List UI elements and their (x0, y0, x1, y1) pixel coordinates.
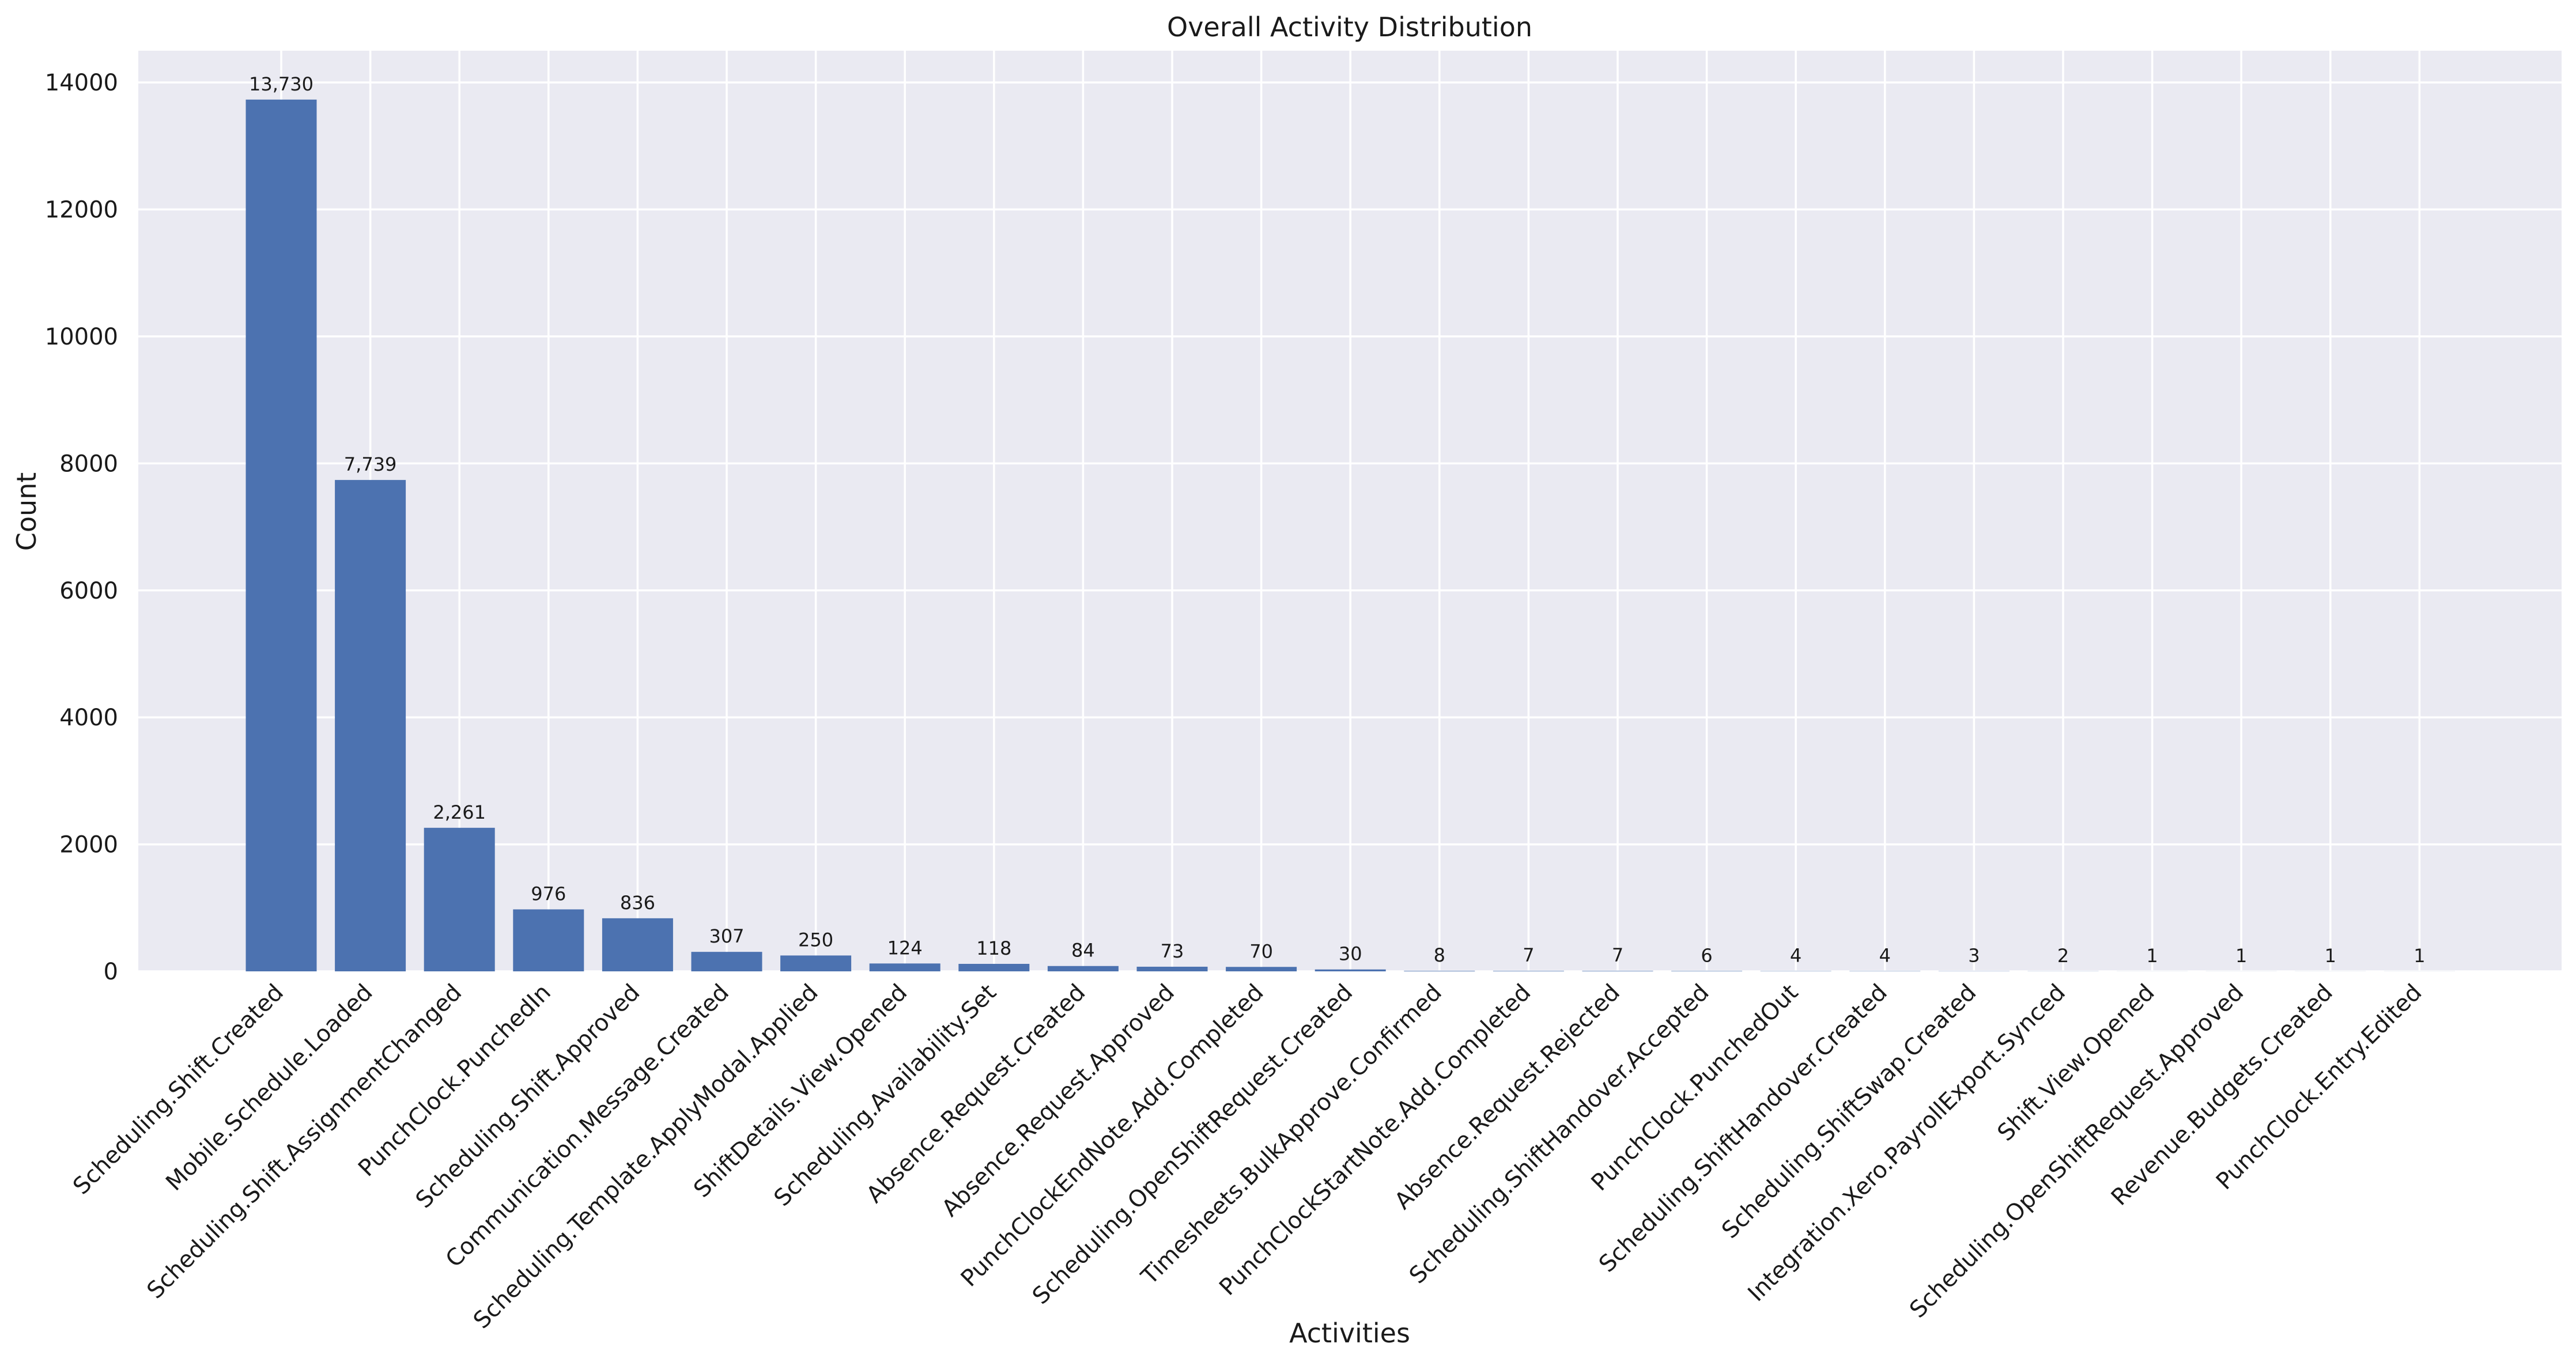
y-tick-label: 4000 (59, 705, 118, 731)
y-tick-label: 2000 (59, 832, 118, 858)
bar (513, 909, 584, 971)
bar-value-label: 118 (976, 937, 1011, 959)
bar (958, 964, 1029, 971)
bar-value-label: 4 (1790, 945, 1801, 967)
x-tick-label: Scheduling.OpenShiftRequest.Created (1028, 979, 1358, 1310)
y-axis-ticks: 0 2000 4000 6000 8000 10000 12000 14000 (45, 70, 118, 985)
bar (246, 100, 317, 971)
bar-value-label: 2,261 (433, 801, 486, 823)
bar-value-label: 30 (1339, 943, 1362, 965)
bar-value-label: 7,739 (344, 453, 397, 475)
y-tick-label: 8000 (59, 451, 118, 477)
bar (335, 480, 406, 971)
x-tick-label: Scheduling.OpenShiftRequest.Approved (1905, 979, 2249, 1323)
y-tick-label: 14000 (45, 70, 118, 96)
bar-value-label: 836 (620, 892, 655, 914)
bar (870, 963, 940, 971)
bar-value-label: 70 (1249, 940, 1273, 962)
bar-value-label: 7 (1612, 944, 1623, 966)
bar-value-label: 1 (2146, 945, 2158, 967)
y-tick-label: 6000 (59, 578, 118, 604)
bar-value-label: 976 (531, 883, 566, 905)
bar-value-label: 7 (1523, 944, 1534, 966)
bar-value-label: 4 (1879, 945, 1891, 967)
bar (1137, 967, 1208, 971)
y-tick-label: 10000 (45, 324, 118, 350)
x-axis-ticks: Scheduling.Shift.CreatedMobile.Schedule.… (68, 979, 2427, 1334)
x-tick-label: Timesheets.BulkApprove.Confirmed (1136, 979, 1447, 1291)
x-axis-title: Activities (1289, 1318, 1410, 1349)
x-tick-label: PunchClockEndNote.Add.Completed (956, 979, 1269, 1292)
bar (1315, 970, 1386, 971)
x-tick-label: Scheduling.Template.ApplyModal.Applied (469, 979, 824, 1334)
bar (424, 828, 495, 971)
bar-value-label: 73 (1161, 940, 1184, 962)
bar-value-label: 124 (887, 937, 923, 959)
bar-value-label: 1 (2325, 945, 2336, 967)
bar-value-label: 307 (709, 925, 744, 947)
x-tick-label: Scheduling.Shift.AssignmentChanged (142, 979, 467, 1304)
bar (780, 955, 851, 971)
y-tick-label: 0 (104, 959, 118, 985)
bar (1048, 966, 1119, 971)
bar-value-label: 1 (2235, 945, 2247, 967)
bar-value-label: 84 (1071, 940, 1095, 962)
bar-value-label: 250 (798, 929, 833, 951)
bar (1226, 967, 1297, 971)
bar-value-label: 3 (1968, 945, 1980, 967)
bar (692, 952, 762, 971)
bar-value-label: 1 (2413, 945, 2425, 967)
bar-value-label: 6 (1701, 944, 1712, 966)
x-tick-label: Integration.Xero.PayrollExport.Synced (1743, 979, 2071, 1307)
bar-value-label: 13,730 (249, 73, 313, 95)
x-tick-label: PunchClockStartNote.Add.Completed (1214, 979, 1536, 1301)
chart-title: Overall Activity Distribution (1167, 12, 1532, 43)
y-axis-title: Count (11, 472, 42, 551)
bar (602, 918, 673, 971)
x-tick-label: Shift.View.Opened (1992, 979, 2159, 1146)
y-tick-label: 12000 (45, 197, 118, 224)
bar-value-label: 8 (1434, 944, 1445, 966)
bar-value-label: 2 (2057, 945, 2069, 967)
